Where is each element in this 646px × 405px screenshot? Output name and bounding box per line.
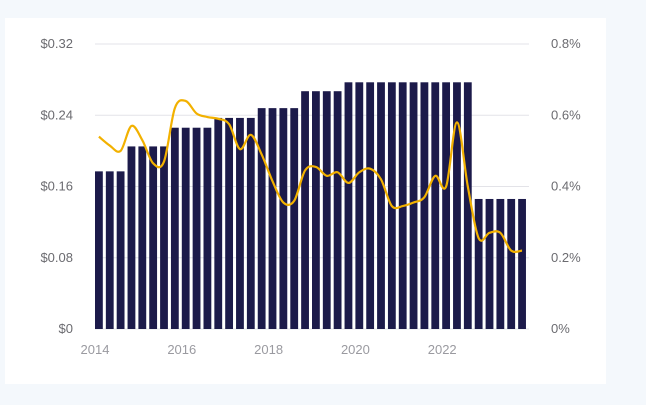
- y-right-tick-label: 0.2%: [551, 250, 581, 265]
- bar: [138, 146, 147, 329]
- y-right-tick-label: 0.6%: [551, 107, 581, 122]
- bar: [181, 127, 190, 329]
- bar: [333, 91, 342, 329]
- yield-line: [98, 99, 523, 254]
- bar: [301, 91, 309, 329]
- bar: [279, 108, 288, 329]
- y-left-tick-label: $0.24: [40, 107, 73, 122]
- y-right-tick-label: 0%: [551, 321, 570, 336]
- bar: [149, 146, 158, 329]
- x-tick-label: 2020: [341, 342, 370, 357]
- bar: [290, 108, 299, 329]
- chart-card: $0 $0.08 $0.16 $0.24 $0.32 0% 0.2% 0.4% 0.6% 0.8…: [5, 18, 606, 384]
- bar-series: [95, 82, 526, 329]
- yield-line-series: [98, 99, 523, 254]
- bar: [322, 91, 331, 329]
- bar: [116, 171, 125, 329]
- y-right-tick-label: 0.8%: [551, 36, 581, 51]
- bar: [160, 146, 168, 329]
- bar: [485, 198, 494, 329]
- bar: [236, 117, 244, 329]
- y-left-tick-label: $0: [59, 321, 73, 336]
- x-tick-label: 2016: [167, 342, 196, 357]
- bar: [431, 82, 440, 329]
- bar: [203, 127, 212, 329]
- y-left-tick-label: $0.08: [40, 250, 73, 265]
- bar: [463, 82, 472, 329]
- bar: [257, 108, 266, 329]
- bar: [518, 198, 526, 329]
- x-tick-label: 2014: [81, 342, 110, 357]
- bar: [344, 82, 353, 329]
- x-tick-label: 2022: [428, 342, 457, 357]
- bar: [355, 82, 364, 329]
- bar: [496, 198, 505, 329]
- y-left-tick-label: $0.32: [40, 36, 73, 51]
- bar: [366, 82, 375, 329]
- y-right-tick-label: 0.4%: [551, 179, 581, 194]
- bar: [192, 127, 201, 329]
- bar: [474, 198, 483, 329]
- bar: [312, 91, 320, 329]
- bar: [214, 117, 223, 329]
- bar: [95, 171, 103, 329]
- x-axis-ticks: 2014 2016 2018 2020 2022: [81, 342, 457, 357]
- bar: [268, 108, 277, 329]
- y-axis-right-ticks: 0% 0.2% 0.4% 0.6% 0.8%: [551, 36, 581, 336]
- y-left-tick-label: $0.16: [40, 179, 73, 194]
- bar: [453, 82, 461, 329]
- bar: [225, 117, 234, 329]
- bar: [409, 82, 418, 329]
- bar: [127, 146, 136, 329]
- y-axis-left-ticks: $0 $0.08 $0.16 $0.24 $0.32: [40, 36, 73, 336]
- dividend-chart: $0 $0.08 $0.16 $0.24 $0.32 0% 0.2% 0.4% 0.6% 0.8…: [40, 36, 581, 357]
- bar: [442, 82, 451, 329]
- bar: [507, 198, 516, 329]
- x-tick-label: 2018: [254, 342, 283, 357]
- bar: [246, 117, 255, 329]
- bar: [420, 82, 429, 329]
- bar: [170, 127, 179, 329]
- bar: [377, 82, 385, 329]
- bar: [105, 171, 114, 329]
